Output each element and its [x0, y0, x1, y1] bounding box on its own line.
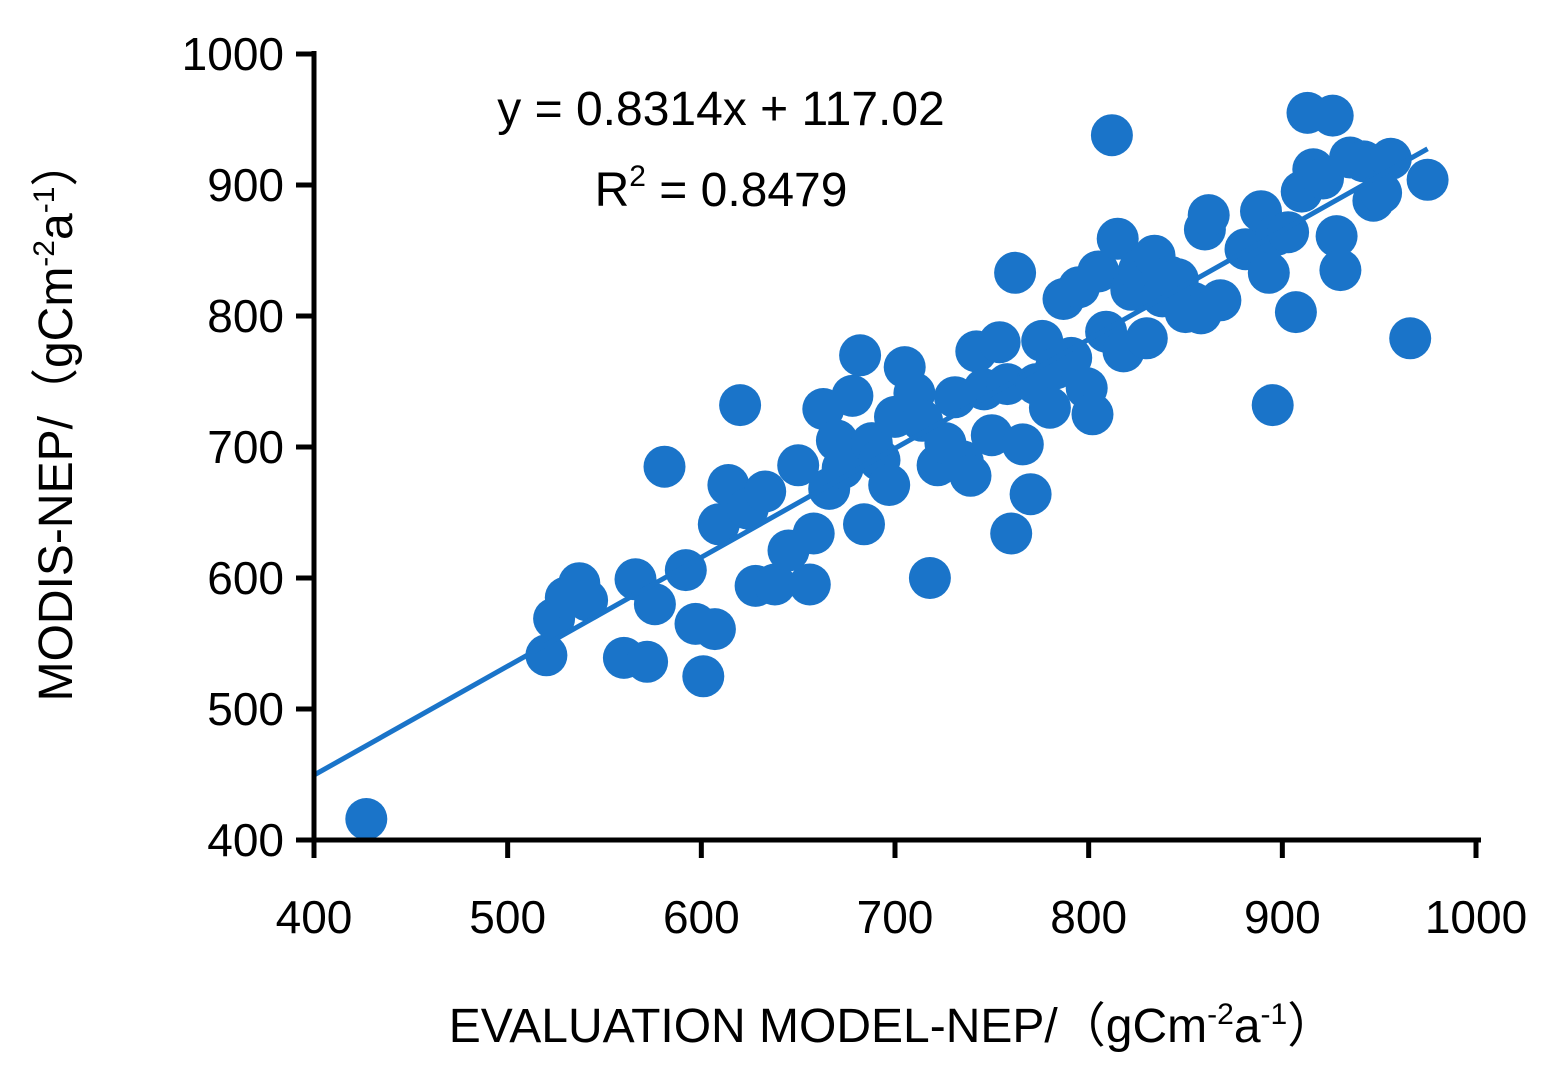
data-point [777, 444, 820, 487]
data-point [744, 470, 787, 513]
data-point [1009, 473, 1052, 516]
y-tick-label: 700 [207, 421, 284, 473]
data-point [788, 563, 831, 606]
y-tick-label: 900 [207, 159, 284, 211]
y-tick-label: 600 [207, 552, 284, 604]
data-point [1001, 423, 1044, 466]
data-point [1199, 279, 1242, 322]
data-point [1247, 251, 1290, 294]
data-point [693, 608, 736, 651]
data-point [1319, 249, 1362, 292]
data-point [1125, 317, 1168, 360]
x-axis-title: EVALUATION MODEL-NEP/（gCm-2a-1） [449, 998, 1335, 1053]
x-tick-label: 1000 [1425, 891, 1527, 943]
x-unit-exp1: -2 [1207, 998, 1234, 1031]
y-unit-mid: a [30, 213, 83, 240]
data-point [868, 464, 911, 506]
data-point [1274, 291, 1317, 334]
x-unit-exp2: -1 [1261, 998, 1288, 1031]
y-tick-label: 500 [207, 683, 284, 735]
y-ticks: 400 500 600 700 800 900 1000 [182, 28, 314, 866]
x-tick-label: 700 [857, 891, 934, 943]
x-tick-label: 800 [1050, 891, 1127, 943]
r2-superscript: 2 [629, 160, 646, 193]
data-point [821, 447, 864, 489]
data-point [831, 374, 874, 417]
y-axis-title-text: MODIS-NEP/ [30, 415, 83, 701]
data-point [1077, 250, 1120, 293]
data-point [719, 384, 762, 427]
x-ticks: 400 500 600 700 800 900 1000 [276, 840, 1527, 943]
y-tick-label: 1000 [182, 28, 284, 80]
r2-suffix: = 0.8479 [646, 164, 848, 217]
x-unit-close: ） [1287, 1000, 1335, 1053]
regression-equation: y = 0.8314x + 117.02 [497, 83, 944, 136]
data-point [643, 445, 686, 488]
r2-prefix: R [595, 164, 630, 217]
data-point [1096, 217, 1139, 260]
y-unit-open: （gCm [30, 267, 83, 416]
trendline [312, 146, 1429, 778]
y-unit-exp1: -2 [28, 240, 61, 267]
y-tick-label: 400 [207, 814, 284, 866]
data-point [990, 512, 1033, 555]
data-point [1251, 384, 1294, 427]
data-point [1315, 215, 1358, 258]
data-point [839, 334, 882, 377]
data-point [1187, 194, 1230, 237]
data-point [792, 512, 835, 555]
x-tick-label: 500 [469, 891, 546, 943]
plot-marks [312, 91, 1449, 840]
data-point [978, 321, 1021, 364]
data-point [1071, 393, 1114, 436]
data-point [1369, 137, 1412, 180]
x-tick-label: 400 [276, 891, 353, 943]
data-point [626, 640, 669, 683]
y-axis-title: MODIS-NEP/（gCm-2a-1） [28, 139, 83, 702]
x-axis-title-text: EVALUATION MODEL-NEP/ [449, 1000, 1059, 1053]
data-point [525, 634, 568, 677]
data-point [1311, 94, 1354, 137]
y-unit-exp2: -1 [28, 187, 61, 214]
data-point [633, 583, 676, 626]
data-point [345, 798, 388, 840]
data-point [1028, 386, 1071, 429]
data-point [994, 251, 1037, 294]
data-point [1090, 114, 1133, 157]
data-point [908, 557, 951, 599]
r-squared-label: R2 = 0.8479 [595, 160, 848, 217]
x-unit-mid: a [1234, 1000, 1261, 1053]
x-tick-label: 600 [663, 891, 740, 943]
data-point [1389, 317, 1432, 360]
y-tick-label: 800 [207, 290, 284, 342]
data-point [949, 454, 992, 497]
y-unit-close: ） [30, 139, 83, 187]
data-point [753, 563, 796, 606]
data-point [843, 503, 885, 546]
data-point [1406, 158, 1449, 201]
data-point [566, 579, 609, 622]
x-unit-open: （gCm [1058, 1000, 1207, 1053]
data-point [682, 655, 725, 698]
x-tick-label: 900 [1244, 891, 1321, 943]
